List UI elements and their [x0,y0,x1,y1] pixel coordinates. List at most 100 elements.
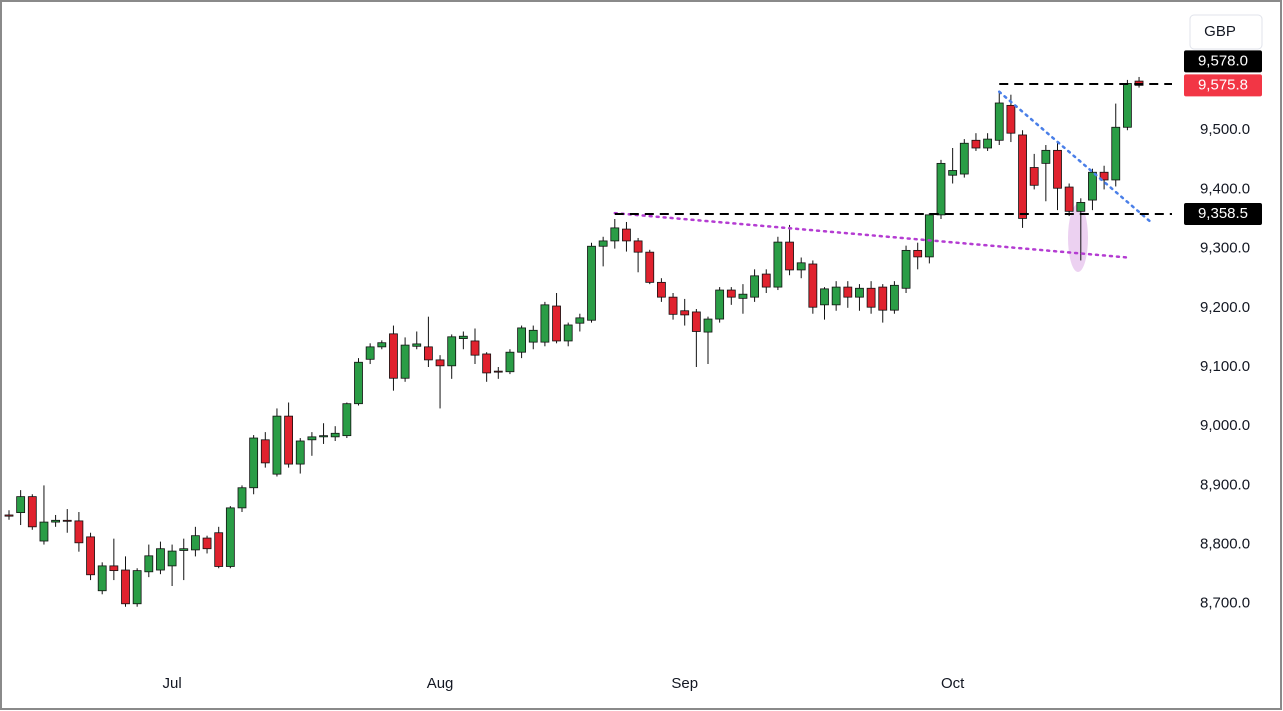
level-label: 9,578.0 [1198,52,1248,69]
currency: GBP [1204,23,1236,40]
candle-body [1018,134,1027,219]
candle-body [598,240,608,247]
candle-body [237,487,247,509]
y-tick-label: 9,200.0 [1200,299,1250,316]
candle-body [785,241,794,271]
candle-body [750,275,759,298]
candle-body [109,565,119,572]
candle-body [1029,167,1039,186]
candle-body [575,317,585,324]
candle-body [505,351,515,373]
candle-body [831,286,841,306]
candle-body [622,228,631,242]
candle-body [121,569,130,605]
y-tick-label: 8,700.0 [1200,595,1250,612]
candle-body [330,432,340,438]
candle-body [843,286,853,298]
highlight [1068,204,1088,272]
candle-body [936,162,946,216]
candle-body [866,287,876,308]
candle-body [913,249,923,258]
candle-body [132,570,142,605]
candle-body [377,342,387,348]
candle-body [284,415,294,465]
candle-body [156,548,165,571]
candle-body [959,142,969,175]
candle-body [202,537,212,550]
candle-body [86,536,95,576]
y-tick-label: 8,800.0 [1200,536,1250,553]
candle-body [365,346,375,360]
candle-body [948,170,958,176]
candle-body [27,496,37,528]
candle-body [435,359,445,367]
last-price-tag [1184,74,1262,97]
candle-body [761,273,771,288]
candle-body [528,329,538,343]
candle-body [389,333,398,379]
x-tick-label: Jul [163,675,182,692]
level-label: 9,358.5 [1198,205,1248,222]
candle-body [412,343,422,347]
candle-body [167,550,177,567]
candle-body [855,287,864,298]
candle-body [1111,126,1121,181]
candle-body [214,532,224,567]
y-tick-label: 9,100.0 [1200,358,1250,375]
candle-body [74,520,84,544]
candle-body [610,227,620,242]
last-price-label: 9,575.8 [1198,76,1248,93]
candle-body [1076,202,1086,212]
trendline [613,211,1129,259]
candle-body [16,496,26,514]
candle-body [1053,149,1062,189]
y-tick-label: 9,500.0 [1200,121,1250,138]
candle-body [1064,186,1074,212]
candle-body [563,324,573,342]
candle-body [249,437,259,489]
candle-body [901,249,911,289]
candle-body [726,289,736,298]
level-tag [1184,50,1262,73]
candle-body [890,284,899,311]
candle-body [680,310,690,316]
candle-body [983,138,992,149]
y-tick-label: 8,900.0 [1200,476,1250,493]
candle-body [691,311,701,332]
currency-button[interactable] [1189,14,1263,50]
candle-body [447,336,457,367]
trendline [998,90,1152,224]
candle-body [190,535,200,551]
candle-body [400,344,410,379]
candle-body [272,415,282,475]
x-tick-label: Aug [427,675,454,692]
candle-body [144,555,154,573]
candle-body [1088,171,1097,201]
candle-body [924,214,934,258]
candle-body [703,318,713,333]
candle-body [319,435,328,438]
candle-body [668,296,678,315]
y-tick-label: 9,000.0 [1200,417,1250,434]
candle-body [307,436,317,441]
candle-body [4,514,14,517]
candle-body [633,240,643,253]
candle-body [540,304,550,343]
candle-body [552,305,561,342]
candle-body [51,519,60,523]
candle-body [295,440,305,465]
candle-body [1123,83,1132,128]
candle-body [260,439,270,464]
x-tick-label: Sep [671,675,698,692]
candle-body [820,288,829,306]
y-tick-label: 9,300.0 [1200,240,1250,257]
candle-body [423,346,433,361]
candle-body [1006,104,1016,134]
candle-body [773,241,783,288]
level-tag [1184,202,1262,225]
x-tick-label: Oct [941,675,965,692]
candle-body [715,289,725,320]
